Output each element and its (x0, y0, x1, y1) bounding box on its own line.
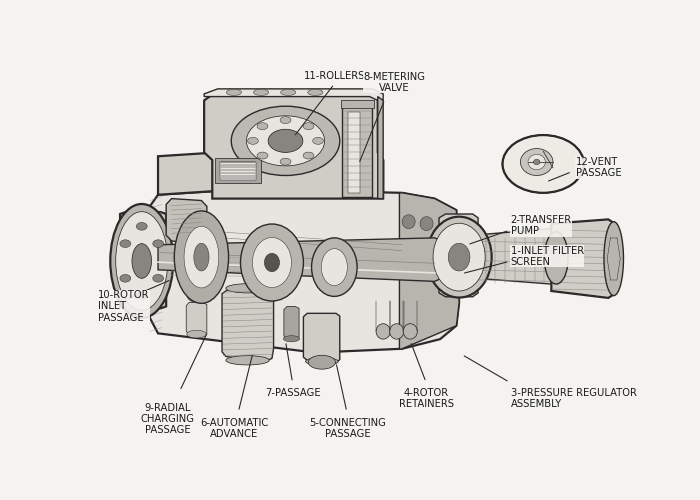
Polygon shape (451, 228, 559, 284)
Ellipse shape (284, 336, 300, 342)
Polygon shape (284, 306, 299, 340)
Bar (215, 158, 261, 183)
Polygon shape (400, 193, 459, 350)
Ellipse shape (321, 248, 347, 286)
Text: 9-RADIAL
CHARGING
PASSAGE: 9-RADIAL CHARGING PASSAGE (141, 402, 195, 435)
Ellipse shape (226, 284, 270, 293)
Ellipse shape (376, 324, 390, 339)
Ellipse shape (174, 211, 228, 304)
Ellipse shape (186, 216, 206, 235)
Text: 2-TRANSFER
PUMP: 2-TRANSFER PUMP (511, 215, 572, 236)
Ellipse shape (533, 160, 540, 164)
Polygon shape (204, 94, 383, 198)
Polygon shape (158, 238, 446, 282)
Polygon shape (186, 302, 207, 336)
Ellipse shape (265, 254, 279, 272)
Ellipse shape (281, 90, 296, 96)
Bar (348, 112, 360, 193)
Ellipse shape (253, 90, 269, 96)
Text: 8-METERING
VALVE: 8-METERING VALVE (363, 72, 425, 92)
Circle shape (153, 240, 164, 248)
Ellipse shape (448, 244, 470, 271)
Ellipse shape (545, 232, 568, 284)
Text: 1-INLET FILTER
SCREEN: 1-INLET FILTER SCREEN (511, 246, 584, 267)
Polygon shape (158, 152, 383, 194)
Text: 10-ROTOR
INLET
PASSAGE: 10-ROTOR INLET PASSAGE (98, 290, 150, 322)
Ellipse shape (257, 122, 268, 130)
Circle shape (136, 222, 147, 230)
Polygon shape (166, 198, 207, 245)
Ellipse shape (116, 212, 168, 310)
Ellipse shape (226, 90, 241, 96)
Polygon shape (222, 289, 274, 362)
Ellipse shape (313, 138, 323, 144)
Ellipse shape (280, 116, 291, 123)
Ellipse shape (257, 152, 268, 159)
Ellipse shape (308, 356, 335, 369)
Ellipse shape (426, 216, 491, 298)
Ellipse shape (187, 330, 206, 338)
Ellipse shape (231, 106, 340, 176)
Ellipse shape (402, 215, 415, 228)
Bar (342, 106, 372, 196)
Ellipse shape (420, 216, 433, 230)
Ellipse shape (226, 356, 270, 365)
Ellipse shape (111, 204, 173, 318)
Polygon shape (303, 314, 340, 363)
Polygon shape (378, 96, 383, 198)
Ellipse shape (312, 238, 357, 296)
Ellipse shape (303, 122, 314, 130)
Ellipse shape (132, 244, 151, 278)
Ellipse shape (268, 130, 303, 152)
Ellipse shape (403, 324, 417, 339)
Text: 6-AUTOMATIC
ADVANCE: 6-AUTOMATIC ADVANCE (200, 418, 268, 440)
Bar (342, 100, 374, 108)
Polygon shape (552, 220, 615, 298)
Ellipse shape (186, 284, 206, 302)
Text: 4-ROTOR
RETAINERS: 4-ROTOR RETAINERS (398, 388, 454, 409)
Text: 7-PASSAGE: 7-PASSAGE (265, 388, 321, 398)
Ellipse shape (184, 226, 219, 288)
Polygon shape (204, 89, 383, 101)
Circle shape (120, 240, 131, 248)
Ellipse shape (433, 223, 485, 291)
Ellipse shape (604, 222, 624, 296)
Ellipse shape (194, 244, 209, 271)
Polygon shape (439, 214, 478, 297)
Polygon shape (150, 191, 459, 352)
Ellipse shape (246, 116, 325, 166)
Ellipse shape (280, 158, 291, 165)
Circle shape (503, 135, 584, 193)
Ellipse shape (248, 138, 258, 144)
Text: 12-VENT
PASSAGE: 12-VENT PASSAGE (575, 157, 622, 178)
Ellipse shape (390, 324, 404, 339)
Ellipse shape (306, 358, 338, 366)
Ellipse shape (241, 224, 303, 301)
Ellipse shape (308, 90, 323, 96)
Ellipse shape (528, 154, 545, 170)
Text: 11-ROLLERS: 11-ROLLERS (304, 71, 365, 81)
Text: 5-CONNECTING
PASSAGE: 5-CONNECTING PASSAGE (309, 418, 386, 440)
Bar (220, 162, 256, 180)
Circle shape (136, 292, 147, 300)
Circle shape (153, 274, 164, 282)
Polygon shape (120, 212, 166, 308)
Ellipse shape (520, 148, 553, 176)
Circle shape (120, 274, 131, 282)
Text: 3-PRESSURE REGULATOR
ASSEMBLY: 3-PRESSURE REGULATOR ASSEMBLY (511, 388, 636, 409)
Ellipse shape (253, 238, 291, 288)
Ellipse shape (303, 152, 314, 159)
